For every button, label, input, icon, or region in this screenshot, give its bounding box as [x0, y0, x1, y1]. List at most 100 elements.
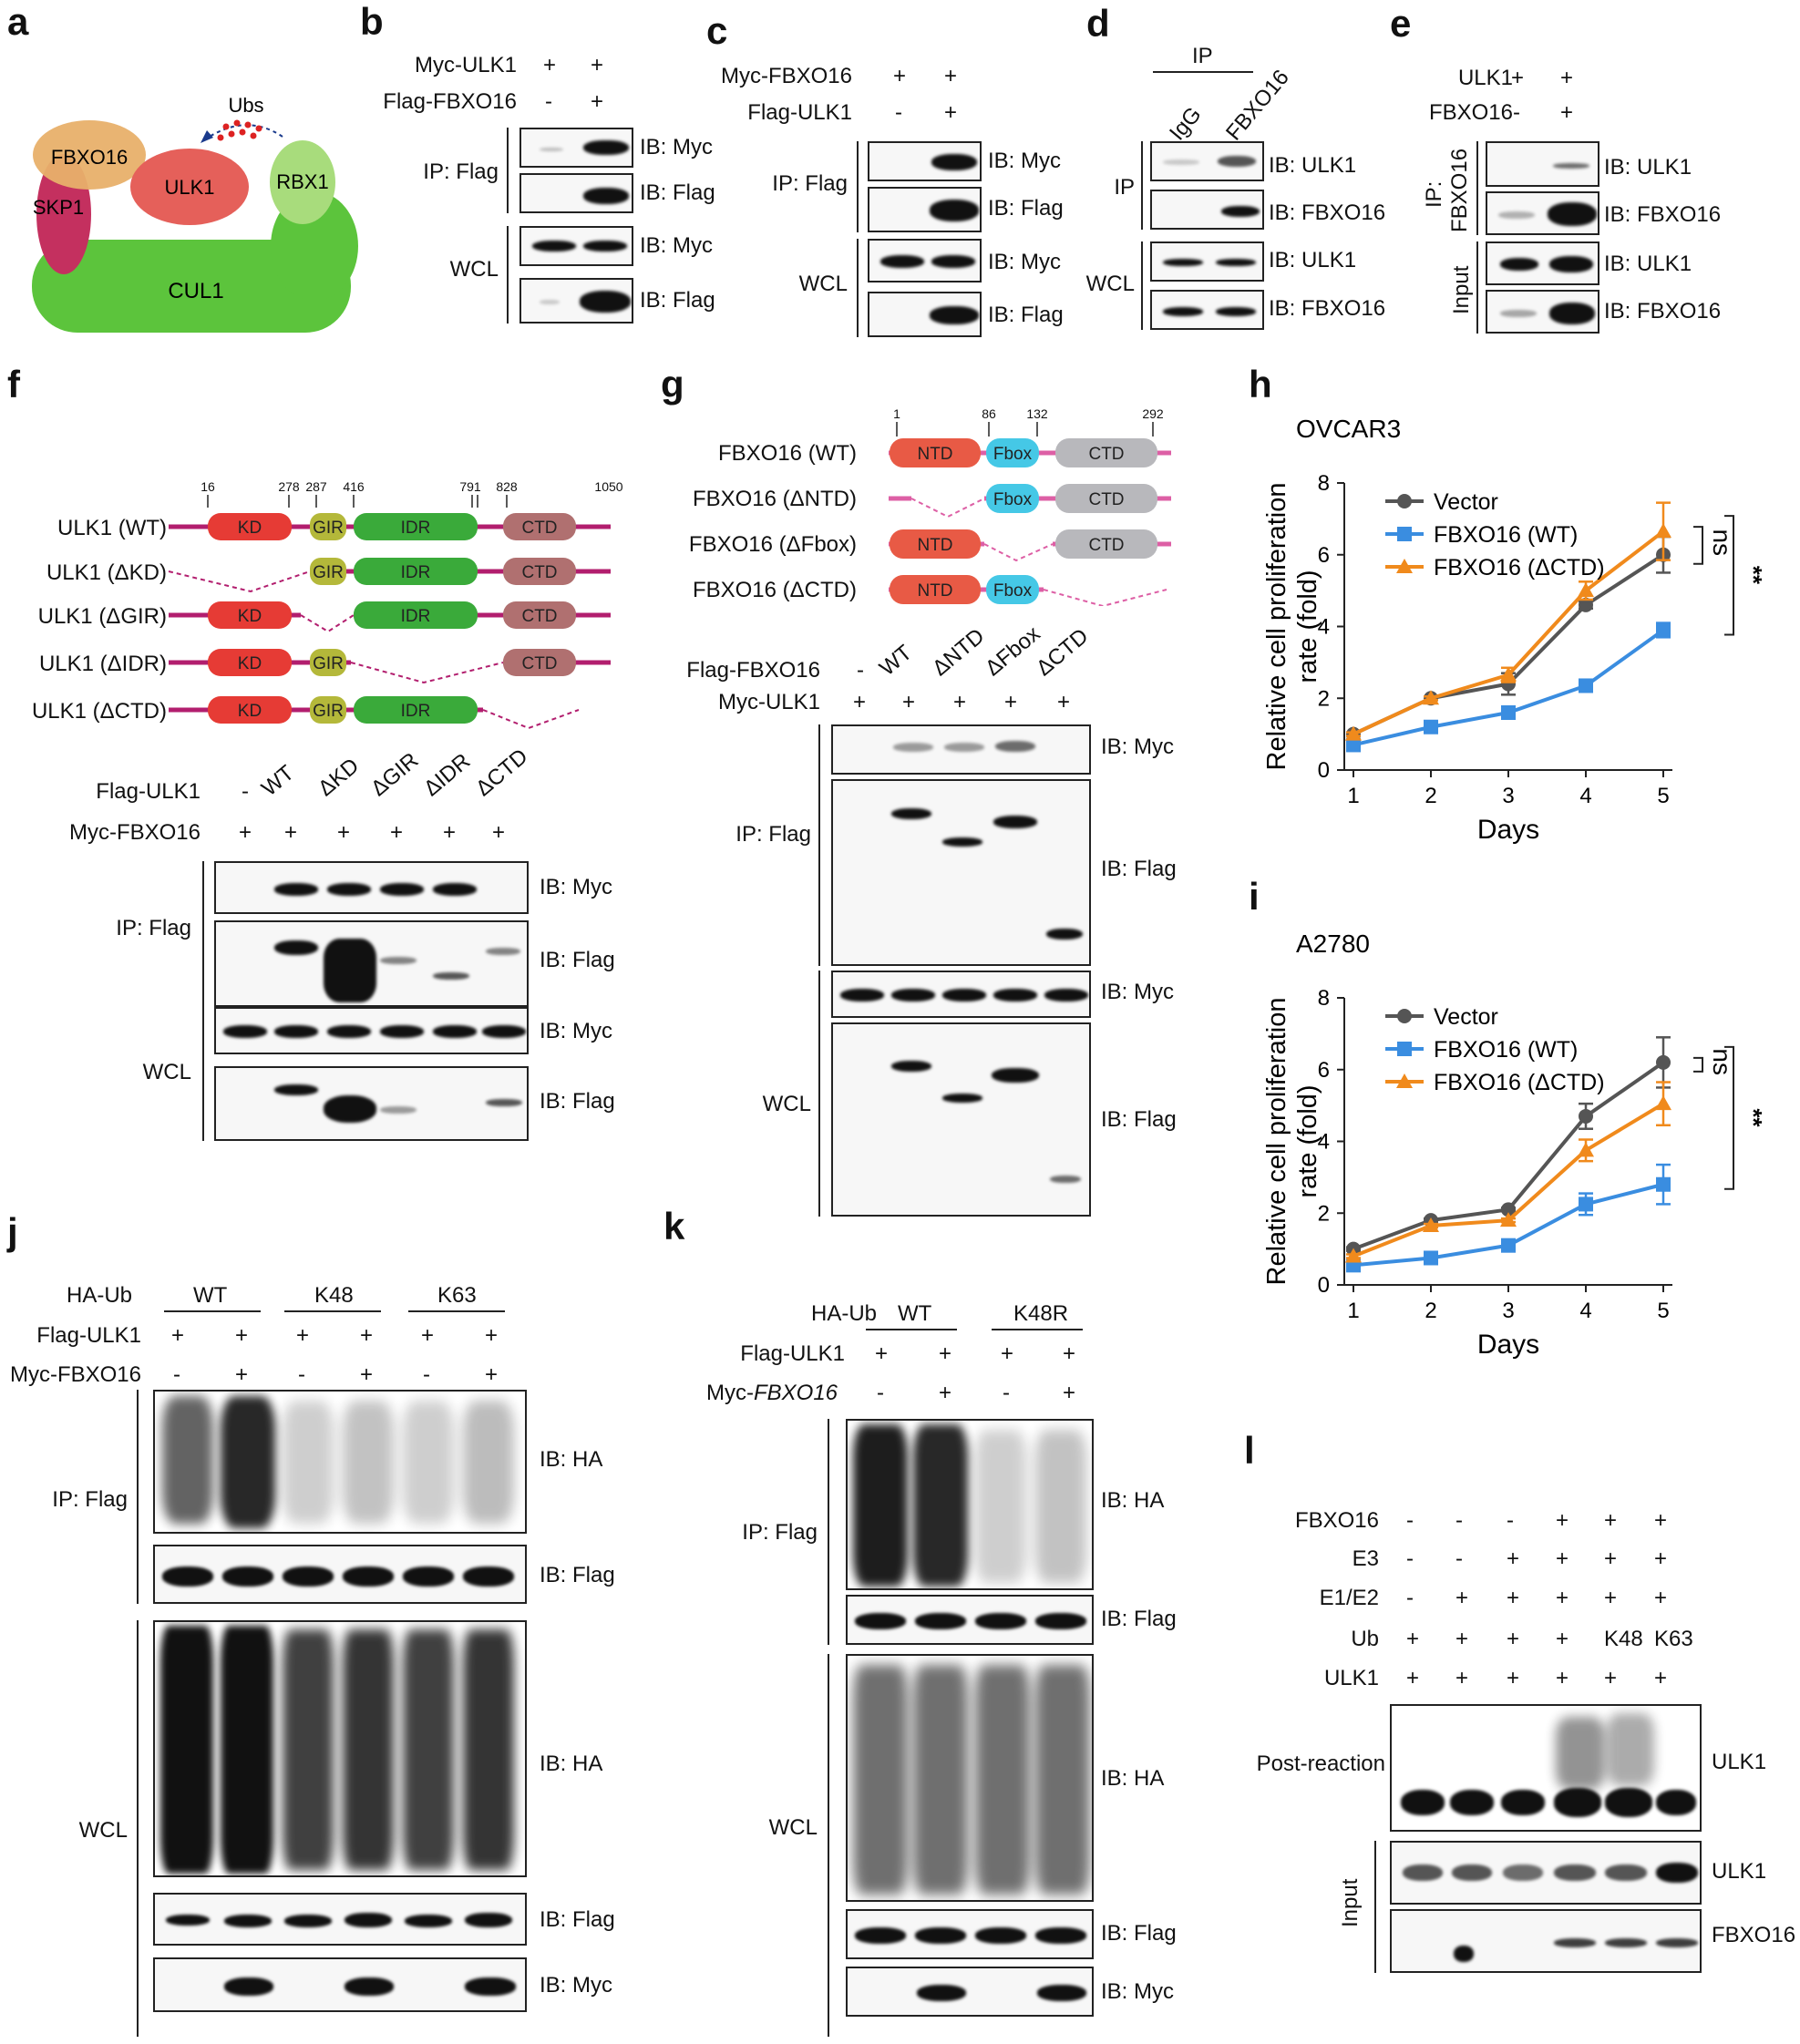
- e-ib-4: IB: FBXO16: [1604, 299, 1722, 324]
- f-r1-v1: -: [242, 779, 249, 804]
- skp1-label: SKP1: [33, 196, 84, 219]
- svg-text:Fbox: Fbox: [993, 445, 1033, 464]
- panel-letter-l: l: [1244, 1429, 1255, 1472]
- l-blot-input-fbxo16: [1390, 1909, 1702, 1973]
- j-row1-name: HA-Ub: [66, 1283, 132, 1308]
- g-r1-v2: WT: [875, 640, 917, 682]
- sig-bracket: [1724, 515, 1734, 636]
- c-r1-v1: +: [893, 64, 907, 88]
- e-r2-v2: +: [1560, 100, 1574, 125]
- f-ib-2: IB: Flag: [540, 948, 615, 972]
- f-pos-16: 16: [201, 479, 215, 494]
- panel-letter-f: f: [7, 363, 20, 406]
- f-construct-label-wt: ULK1 (WT): [57, 516, 167, 540]
- g-construct-dntd: Fbox CTD: [889, 484, 1171, 519]
- l-cell-r1-c6: +: [1654, 1508, 1668, 1533]
- legend-label: FBXO16 (ΔCTD): [1434, 555, 1605, 580]
- data-point: [1655, 1095, 1671, 1111]
- e-ip-label: IP:: [1422, 180, 1446, 208]
- j-r3-v1: -: [173, 1362, 180, 1387]
- b-blot-ip-myc: [519, 128, 633, 168]
- data-point: [1656, 1054, 1671, 1070]
- svg-text:CTD: CTD: [521, 563, 557, 582]
- k-row3-name: Myc-FBXO16: [706, 1381, 838, 1405]
- data-point: [1579, 1197, 1593, 1212]
- e-r1-v1: +: [1511, 66, 1525, 90]
- l-ib-2: ULK1: [1712, 1859, 1767, 1884]
- j-wcl-label: WCL: [78, 1818, 128, 1843]
- d-blot-ip-ulk1: [1150, 141, 1264, 181]
- x-tick-label: 4: [1579, 1299, 1591, 1323]
- j-wcl-bracket: [137, 1620, 139, 2037]
- l-row5-name: ULK1: [1323, 1666, 1379, 1690]
- f-construct-dgir: KD IDR CTD: [169, 601, 611, 633]
- data-point: [1501, 1238, 1516, 1253]
- l-row3-name: E1/E2: [1319, 1586, 1379, 1610]
- g-construct-label-dfbox: FBXO16 (ΔFbox): [688, 532, 857, 557]
- g-construct-dctd: NTD Fbox: [889, 575, 1167, 606]
- b-wcl-label: WCL: [449, 257, 499, 282]
- k-r2-v4: +: [1063, 1341, 1076, 1366]
- b-blot-wcl-flag: [519, 278, 633, 324]
- c-blot-ip-myc: [868, 141, 982, 181]
- f-r1-v2: WT: [257, 760, 299, 802]
- svg-text:NTD: NTD: [917, 581, 952, 601]
- sig-label: **: [1740, 1108, 1767, 1127]
- f-blot-wcl-myc: [214, 1007, 529, 1054]
- f-wcl-bracket: [202, 1007, 204, 1141]
- f-ib-3: IB: Myc: [540, 1019, 613, 1043]
- k-r2-v3: +: [1001, 1341, 1014, 1366]
- j-r3-v3: -: [298, 1362, 305, 1387]
- g-pos-132: 132: [1026, 406, 1048, 421]
- f-ib-4: IB: Flag: [540, 1089, 615, 1114]
- f-construct-label-dgir: ULK1 (ΔGIR): [37, 604, 167, 629]
- b-row2-name: Flag-FBXO16: [383, 89, 517, 114]
- c-blot-ip-flag: [868, 187, 982, 232]
- k-blot-wcl-flag: [846, 1909, 1094, 1959]
- panel-letter-i: i: [1249, 875, 1260, 918]
- f-row2-name: Myc-FBXO16: [68, 820, 201, 845]
- j-blot-wcl-flag: [153, 1893, 527, 1946]
- j-ib-5: IB: Myc: [540, 1973, 613, 1998]
- legend-label: FBXO16 (WT): [1434, 1037, 1578, 1063]
- l-cell-r3-c6: +: [1654, 1586, 1668, 1610]
- scf-complex-diagram: FBXO16 SKP1 ULK1 RBX1 CUL1 Ubs: [32, 94, 358, 333]
- l-post-reaction-label: Post-reaction: [1256, 1751, 1385, 1776]
- k-ip-bracket: [828, 1419, 829, 1645]
- j-ip-bracket: [137, 1390, 139, 1604]
- data-point: [1500, 666, 1517, 682]
- data-point: [1346, 737, 1361, 753]
- e-ib-2: IB: FBXO16: [1604, 202, 1722, 227]
- k-group-line-wt: [866, 1329, 957, 1330]
- g-r1-v5: ΔCTD: [1032, 623, 1094, 682]
- data-point: [1424, 719, 1438, 734]
- c-ip-label: IP: Flag: [772, 171, 848, 196]
- l-ib-1: ULK1: [1712, 1750, 1767, 1774]
- l-ib-3: FBXO16: [1712, 1923, 1796, 1947]
- ns-bracket: [1693, 1056, 1703, 1073]
- d-blot-wcl-fbxo16: [1150, 290, 1264, 330]
- e-input-bracket: [1476, 241, 1478, 334]
- f-blot-ip-flag: [214, 920, 529, 1007]
- chart-title: OVCAR3: [1296, 415, 1401, 443]
- ub-dots: [217, 119, 262, 141]
- svg-text:IDR: IDR: [401, 702, 431, 721]
- d-wcl-bracket: [1141, 241, 1143, 330]
- legend-marker: [1397, 1009, 1412, 1023]
- d-ip-header: IP: [1192, 44, 1213, 68]
- d-ip-bracket: [1141, 141, 1143, 230]
- x-tick-label: 3: [1502, 784, 1514, 808]
- svg-text:CTD: CTD: [521, 519, 557, 538]
- svg-text:KD: KD: [238, 607, 262, 626]
- j-row3-name: Myc-FBXO16: [9, 1362, 141, 1387]
- g-r2-v1: +: [853, 690, 867, 714]
- f-blot-wcl-flag: [214, 1066, 529, 1141]
- g-fbxo16-constructs: 1 86 132 292 NTD Fbox CTD Fbox CTD NTD: [889, 406, 1171, 606]
- f-construct-wt: KD GIR IDR CTD: [169, 513, 611, 540]
- l-cell-r2-c2: -: [1455, 1546, 1463, 1571]
- y-tick-label: 6: [1318, 543, 1330, 568]
- f-r1-v4: ΔGIR: [366, 747, 424, 802]
- ns-label: ns: [1708, 529, 1736, 556]
- panel-letter-g: g: [661, 363, 684, 406]
- k-ib-4: IB: Flag: [1101, 1921, 1177, 1946]
